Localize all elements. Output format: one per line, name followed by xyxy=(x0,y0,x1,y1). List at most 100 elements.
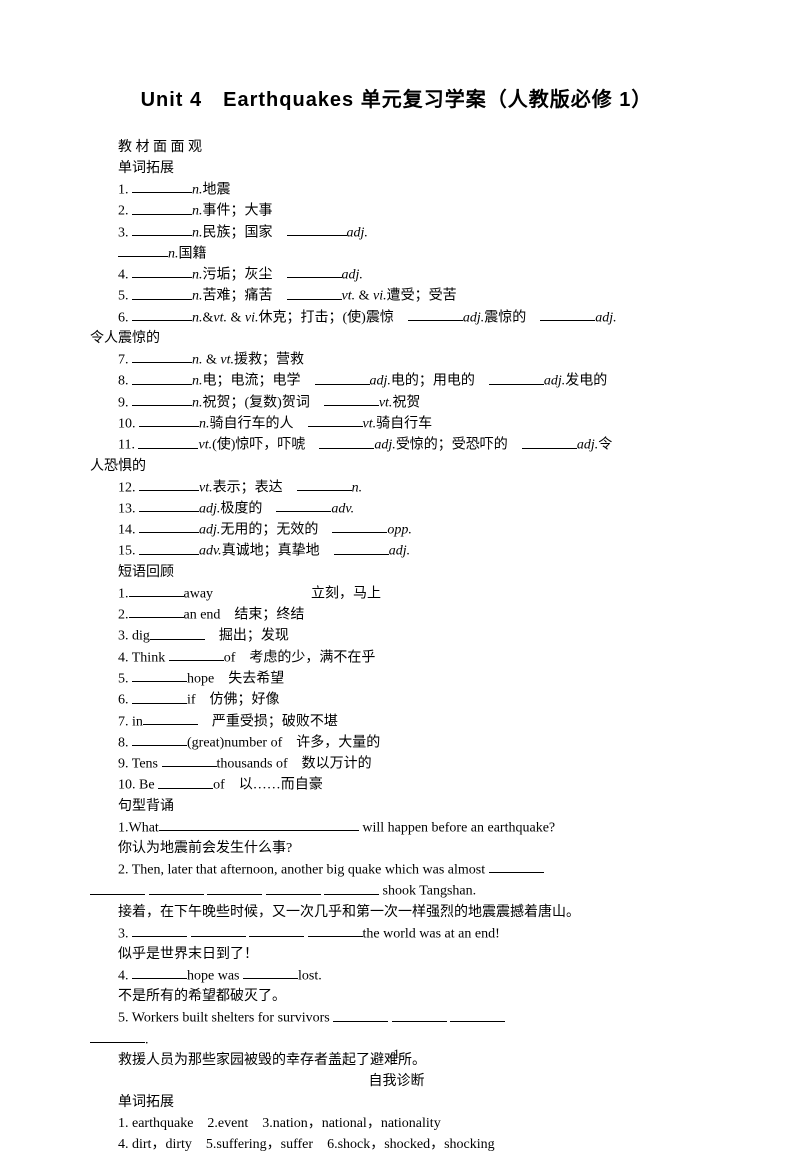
pos-n: n. xyxy=(192,289,203,304)
pos-n: n. xyxy=(192,352,203,367)
blank xyxy=(132,200,192,214)
pos-vi: vi. xyxy=(245,310,259,325)
vocab-item-10: 10. n.骑自行车的人 vt.骑自行车 xyxy=(90,413,703,434)
vocab-item-8: 8. n.电；电流；电学 adj.电的；用电的 adj.发电的 xyxy=(90,370,703,391)
p2a: an end 结束；终结 xyxy=(184,607,305,622)
blank xyxy=(132,392,192,406)
vocab-10-zh2: 骑自行车 xyxy=(376,416,432,431)
pos-opp: opp. xyxy=(387,522,412,537)
p9a: Tens xyxy=(132,756,162,771)
pos-vi: vi. xyxy=(373,289,387,304)
blank xyxy=(308,923,363,937)
blank xyxy=(132,370,192,384)
phrase-6: 6. if 仿佛；好像 xyxy=(90,689,703,710)
blank xyxy=(319,434,374,448)
blank xyxy=(308,413,363,427)
pos-adj: adj. xyxy=(199,522,220,537)
pos-n: n. xyxy=(192,267,203,282)
vocab-3-zh: 民族；国家 xyxy=(203,225,273,240)
sent-2-zh: 接着，在下午晚些时候，又一次几乎和第一次一样强烈的地震震撼着唐山。 xyxy=(90,902,703,923)
pos-vt: vt. xyxy=(342,289,356,304)
s4c: lost. xyxy=(298,968,322,983)
sent-1-zh: 你认为地震前会发生什么事? xyxy=(90,838,703,859)
blank xyxy=(522,434,577,448)
pos-adj: adj. xyxy=(463,310,484,325)
pos-vt: vt. xyxy=(379,395,393,410)
s4a: 4. xyxy=(118,968,132,983)
pos-adj: adj. xyxy=(199,501,220,516)
heading-overview: 教 材 面 面 观 xyxy=(90,137,703,158)
pos-adj: adj. xyxy=(342,267,363,282)
s3b: the world was at an end! xyxy=(363,926,500,941)
vocab-8-zh: 电；电流；电学 xyxy=(203,374,301,389)
pos-adj: adj. xyxy=(347,225,368,240)
vocab-3b-zh: 国籍 xyxy=(179,246,207,261)
vocab-item-4: 4. n.污垢；灰尘 adj. xyxy=(90,264,703,285)
p10b: of 以……而自豪 xyxy=(213,778,323,793)
amp: & xyxy=(203,310,214,325)
blank xyxy=(139,413,199,427)
answer-line-1: 1. earthquake 2.event 3.nation，national，… xyxy=(90,1113,703,1134)
blank xyxy=(315,370,370,384)
blank xyxy=(287,285,342,299)
s1a: 1.What xyxy=(118,820,159,835)
vocab-item-7: 7. n. & vt.援救；营救 xyxy=(90,349,703,370)
blank xyxy=(169,647,224,661)
sent-5: 5. Workers built shelters for survivors xyxy=(90,1007,703,1028)
vocab-11-zh: (使)惊吓，吓唬 xyxy=(212,438,305,453)
pos-vt: vt. xyxy=(199,480,213,495)
vocab-11-zh3: 令 xyxy=(598,438,612,453)
sent-1: 1.What will happen before an earthquake? xyxy=(90,817,703,838)
blank xyxy=(191,923,246,937)
doc-title: Unit 4 Earthquakes 单元复习学案（人教版必修 1） xyxy=(90,85,703,115)
p1b: 立刻，马上 xyxy=(311,586,381,601)
pos-n: n. xyxy=(192,204,203,219)
p3a: dig xyxy=(132,629,150,644)
sent-4: 4. hope was lost. xyxy=(90,965,703,986)
phrase-2: 2.an end 结束；终结 xyxy=(90,604,703,625)
sent-3-zh: 似乎是世界末日到了！ xyxy=(90,944,703,965)
blank xyxy=(132,923,187,937)
pos-adj: adj. xyxy=(374,438,395,453)
blank xyxy=(143,711,198,725)
pos-n: n. xyxy=(192,310,203,325)
phrase-10: 10. Be of 以……而自豪 xyxy=(90,774,703,795)
blank xyxy=(139,519,199,533)
vocab-item-2: 2. n.事件；大事 xyxy=(90,200,703,221)
p3b: 掘出；发现 xyxy=(205,629,289,644)
blank xyxy=(266,880,321,894)
s4b: hope was xyxy=(187,968,243,983)
blank xyxy=(243,965,298,979)
blank xyxy=(392,1007,447,1021)
vocab-5-zh2: 遭受；受苦 xyxy=(387,289,457,304)
vocab-9-zh: 祝贺；(复数)贺词 xyxy=(203,395,310,410)
pos-vt: vt. xyxy=(213,310,227,325)
phrase-8: 8. (great)number of 许多，大量的 xyxy=(90,732,703,753)
vocab-4-zh: 污垢；灰尘 xyxy=(203,267,273,282)
phrase-3: 3. dig 掘出；发现 xyxy=(90,625,703,646)
blank xyxy=(118,243,168,257)
vocab-8-zh2: 电的；用电的 xyxy=(391,374,475,389)
blank xyxy=(158,774,213,788)
heading-selfcheck: 自我诊断 xyxy=(90,1071,703,1092)
s1b: will happen before an earthquake? xyxy=(359,820,555,835)
vocab-7-zh: 援救；营救 xyxy=(234,352,304,367)
vocab-14-zh: 无用的；无效的 xyxy=(220,522,318,537)
page-number: 1 xyxy=(0,1046,793,1062)
pos-n: n. xyxy=(192,374,203,389)
p7a: in xyxy=(132,714,143,729)
blank xyxy=(129,583,184,597)
blank xyxy=(132,222,192,236)
blank xyxy=(324,880,379,894)
blank xyxy=(132,179,192,193)
vocab-item-11b: 人恐惧的 xyxy=(90,456,703,477)
blank xyxy=(90,880,145,894)
vocab-1-zh: 地震 xyxy=(203,182,231,197)
pos-adj: adj. xyxy=(389,544,410,559)
amp: & xyxy=(203,352,221,367)
vocab-12-zh: 表示；表达 xyxy=(213,480,283,495)
vocab-6-zh2: 震惊的 xyxy=(484,310,526,325)
vocab-9-zh2: 祝贺 xyxy=(392,395,420,410)
vocab-10-zh: 骑自行车的人 xyxy=(210,416,294,431)
blank xyxy=(162,753,217,767)
